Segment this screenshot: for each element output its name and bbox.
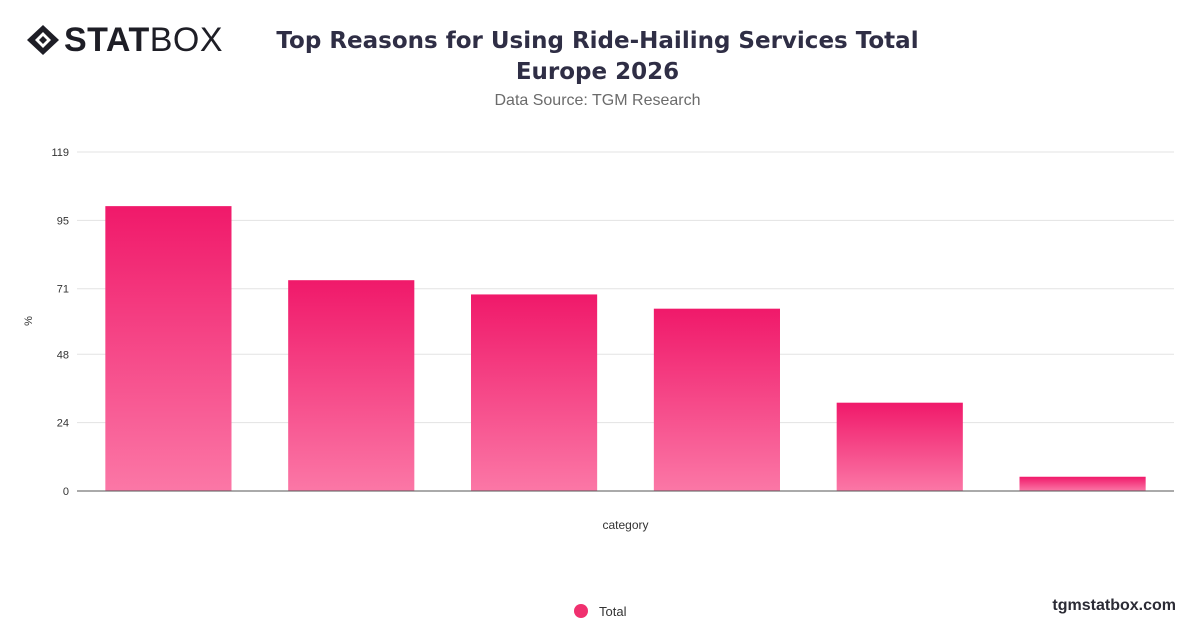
y-axis-ticks: 0 24 48 71 95 119 bbox=[51, 147, 69, 498]
y-tick-label: 24 bbox=[57, 418, 69, 430]
brand-wordmark-light: BOX bbox=[149, 21, 224, 59]
legend-swatch-total bbox=[574, 604, 588, 618]
chart-title: Top Reasons for Using Ride-Hailing Servi… bbox=[276, 28, 919, 85]
y-tick-label: 71 bbox=[57, 284, 69, 296]
x-axis-label: category bbox=[602, 518, 648, 532]
bar-4[interactable] bbox=[653, 308, 780, 491]
bar-2[interactable] bbox=[288, 280, 415, 491]
gridlines bbox=[77, 151, 1174, 424]
y-tick-label: 95 bbox=[57, 215, 69, 227]
diamond-logo-icon bbox=[27, 25, 59, 55]
brand-wordmark: STATBOX bbox=[64, 21, 224, 59]
y-tick-label: 0 bbox=[63, 486, 69, 498]
footer-site-name: tgmstatbox.com bbox=[1052, 597, 1176, 614]
bars bbox=[105, 206, 1146, 492]
brand-wordmark-bold: STAT bbox=[64, 21, 150, 59]
chart-subtitle: Data Source: TGM Research bbox=[494, 92, 701, 109]
y-tick-label: 48 bbox=[57, 349, 69, 361]
bar-3[interactable] bbox=[471, 294, 598, 491]
y-tick-label: 119 bbox=[51, 147, 69, 159]
chart-legend: Total bbox=[574, 601, 626, 621]
bar-5[interactable] bbox=[836, 402, 963, 491]
bar-6[interactable] bbox=[1019, 476, 1146, 491]
legend-label-total: Total bbox=[599, 603, 627, 619]
y-axis-label: % bbox=[23, 316, 35, 326]
bar-1[interactable] bbox=[105, 206, 232, 492]
brand-logo: STATBOX bbox=[26, 21, 224, 59]
